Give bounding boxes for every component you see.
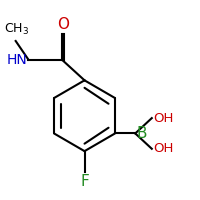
Text: OH: OH <box>153 142 173 155</box>
Text: OH: OH <box>153 112 173 125</box>
Text: O: O <box>57 17 69 32</box>
Text: F: F <box>80 174 89 189</box>
Text: HN: HN <box>7 53 27 67</box>
Text: CH$_3$: CH$_3$ <box>4 22 29 37</box>
Text: B: B <box>136 126 147 141</box>
